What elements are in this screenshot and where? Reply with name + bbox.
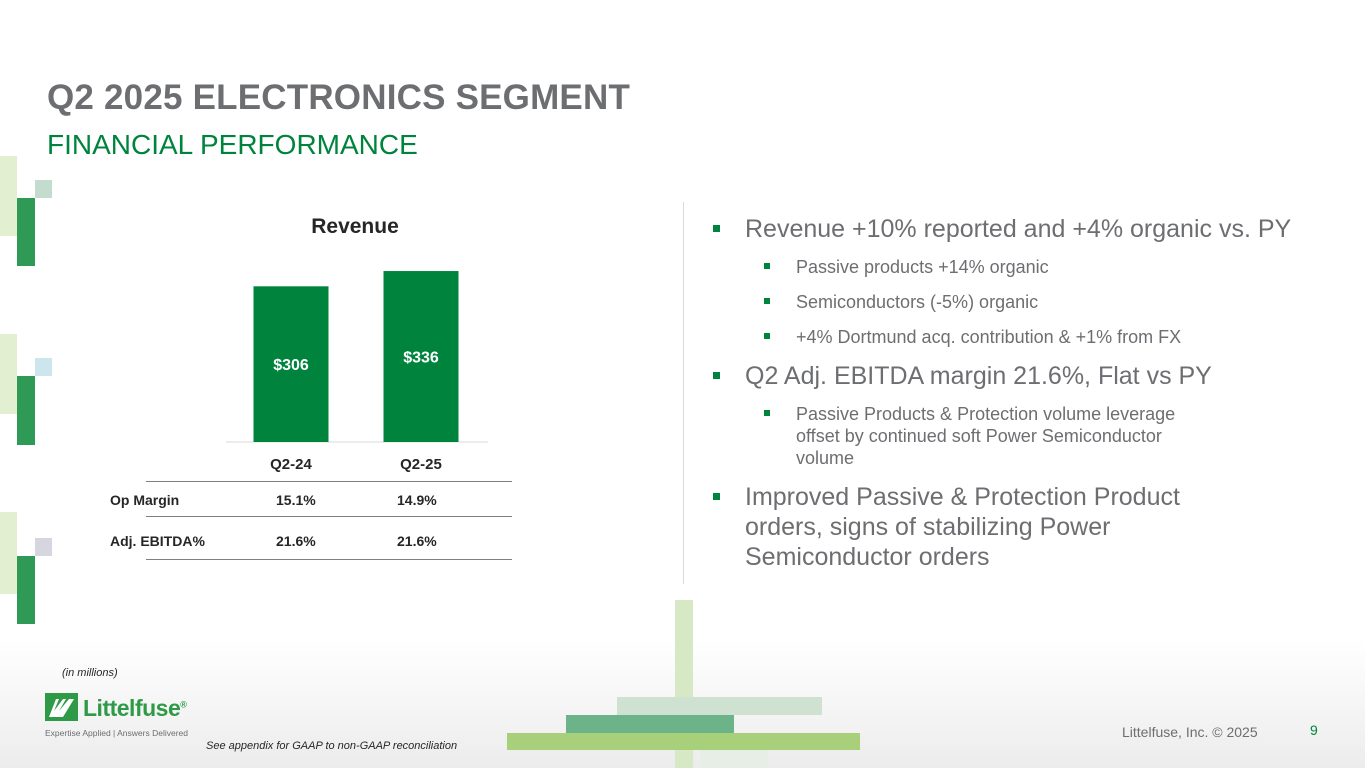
- bullet-item: Q2 Adj. EBITDA margin 21.6%, Flat vs PY: [710, 361, 1300, 391]
- sub-bullet-item: +4% Dortmund acq. contribution & +1% fro…: [710, 326, 1300, 348]
- decor-square: [17, 376, 35, 445]
- bar-q2-25: [383, 271, 459, 442]
- metric-label: Op Margin: [110, 492, 180, 508]
- decor-bar: [566, 715, 734, 733]
- metric-label: Adj. EBITDA%: [110, 533, 205, 549]
- metric-row-adj-ebitda: Adj. EBITDA% 21.6% 21.6%: [110, 533, 511, 553]
- column-divider: [683, 202, 684, 584]
- decor-square: [35, 358, 52, 376]
- metric-value-q2-25: 14.9%: [397, 492, 437, 508]
- revenue-bar-chart: $306 Q2-24 $336 Q2-25: [226, 271, 488, 473]
- decor-square: [17, 198, 35, 266]
- bar-q2-24: [253, 286, 329, 442]
- slide-subtitle: FINANCIAL PERFORMANCE: [47, 129, 418, 160]
- slide-title: Q2 2025 ELECTRONICS SEGMENT: [47, 78, 631, 117]
- table-rule: [146, 481, 512, 482]
- decor-bar: [507, 733, 860, 750]
- decor-square: [0, 156, 17, 236]
- sub-bullet-item: Semiconductors (-5%) organic: [710, 291, 1300, 313]
- metric-value-q2-24: 15.1%: [276, 492, 316, 508]
- metric-value-q2-24: 21.6%: [276, 533, 316, 549]
- x-tick-label: Q2-24: [270, 456, 312, 473]
- bullet-item: Improved Passive & Protection Product or…: [710, 482, 1210, 572]
- appendix-note: See appendix for GAAP to non-GAAP reconc…: [206, 740, 458, 752]
- decor-square: [17, 556, 35, 624]
- sub-bullet-item: Passive Products & Protection volume lev…: [710, 403, 1210, 469]
- units-note: (in millions): [62, 667, 118, 679]
- copyright-text: Littelfuse, Inc. © 2025: [1122, 724, 1258, 740]
- decor-square: [0, 512, 17, 594]
- sub-bullet-item: Passive products +14% organic: [710, 256, 1300, 278]
- logo-wordmark-text: Littelfuse: [83, 695, 181, 721]
- metric-value-q2-25: 21.6%: [397, 533, 437, 549]
- logo-mark-icon: [45, 693, 78, 721]
- page-number: 9: [1310, 722, 1318, 738]
- logo-tagline: Expertise Applied | Answers Delivered: [45, 728, 189, 738]
- bullet-item: Revenue +10% reported and +4% organic vs…: [710, 214, 1300, 244]
- table-rule: [146, 516, 512, 517]
- metric-row-op-margin: Op Margin 15.1% 14.9%: [110, 492, 511, 512]
- chart-title: Revenue: [311, 215, 399, 238]
- bar-data-label: $306: [273, 357, 309, 374]
- decor-bar: [617, 697, 822, 715]
- bar-data-label: $336: [403, 350, 439, 367]
- logo-registered-mark: ®: [180, 699, 187, 710]
- decor-square: [0, 334, 17, 414]
- table-rule: [146, 559, 512, 560]
- decor-square: [35, 538, 52, 556]
- logo-wordmark: Littelfuse®: [83, 695, 187, 722]
- bullet-list: Revenue +10% reported and +4% organic vs…: [710, 214, 1300, 584]
- x-tick-label: Q2-25: [400, 456, 442, 473]
- decor-bar: [700, 750, 768, 768]
- decor-square: [35, 180, 52, 198]
